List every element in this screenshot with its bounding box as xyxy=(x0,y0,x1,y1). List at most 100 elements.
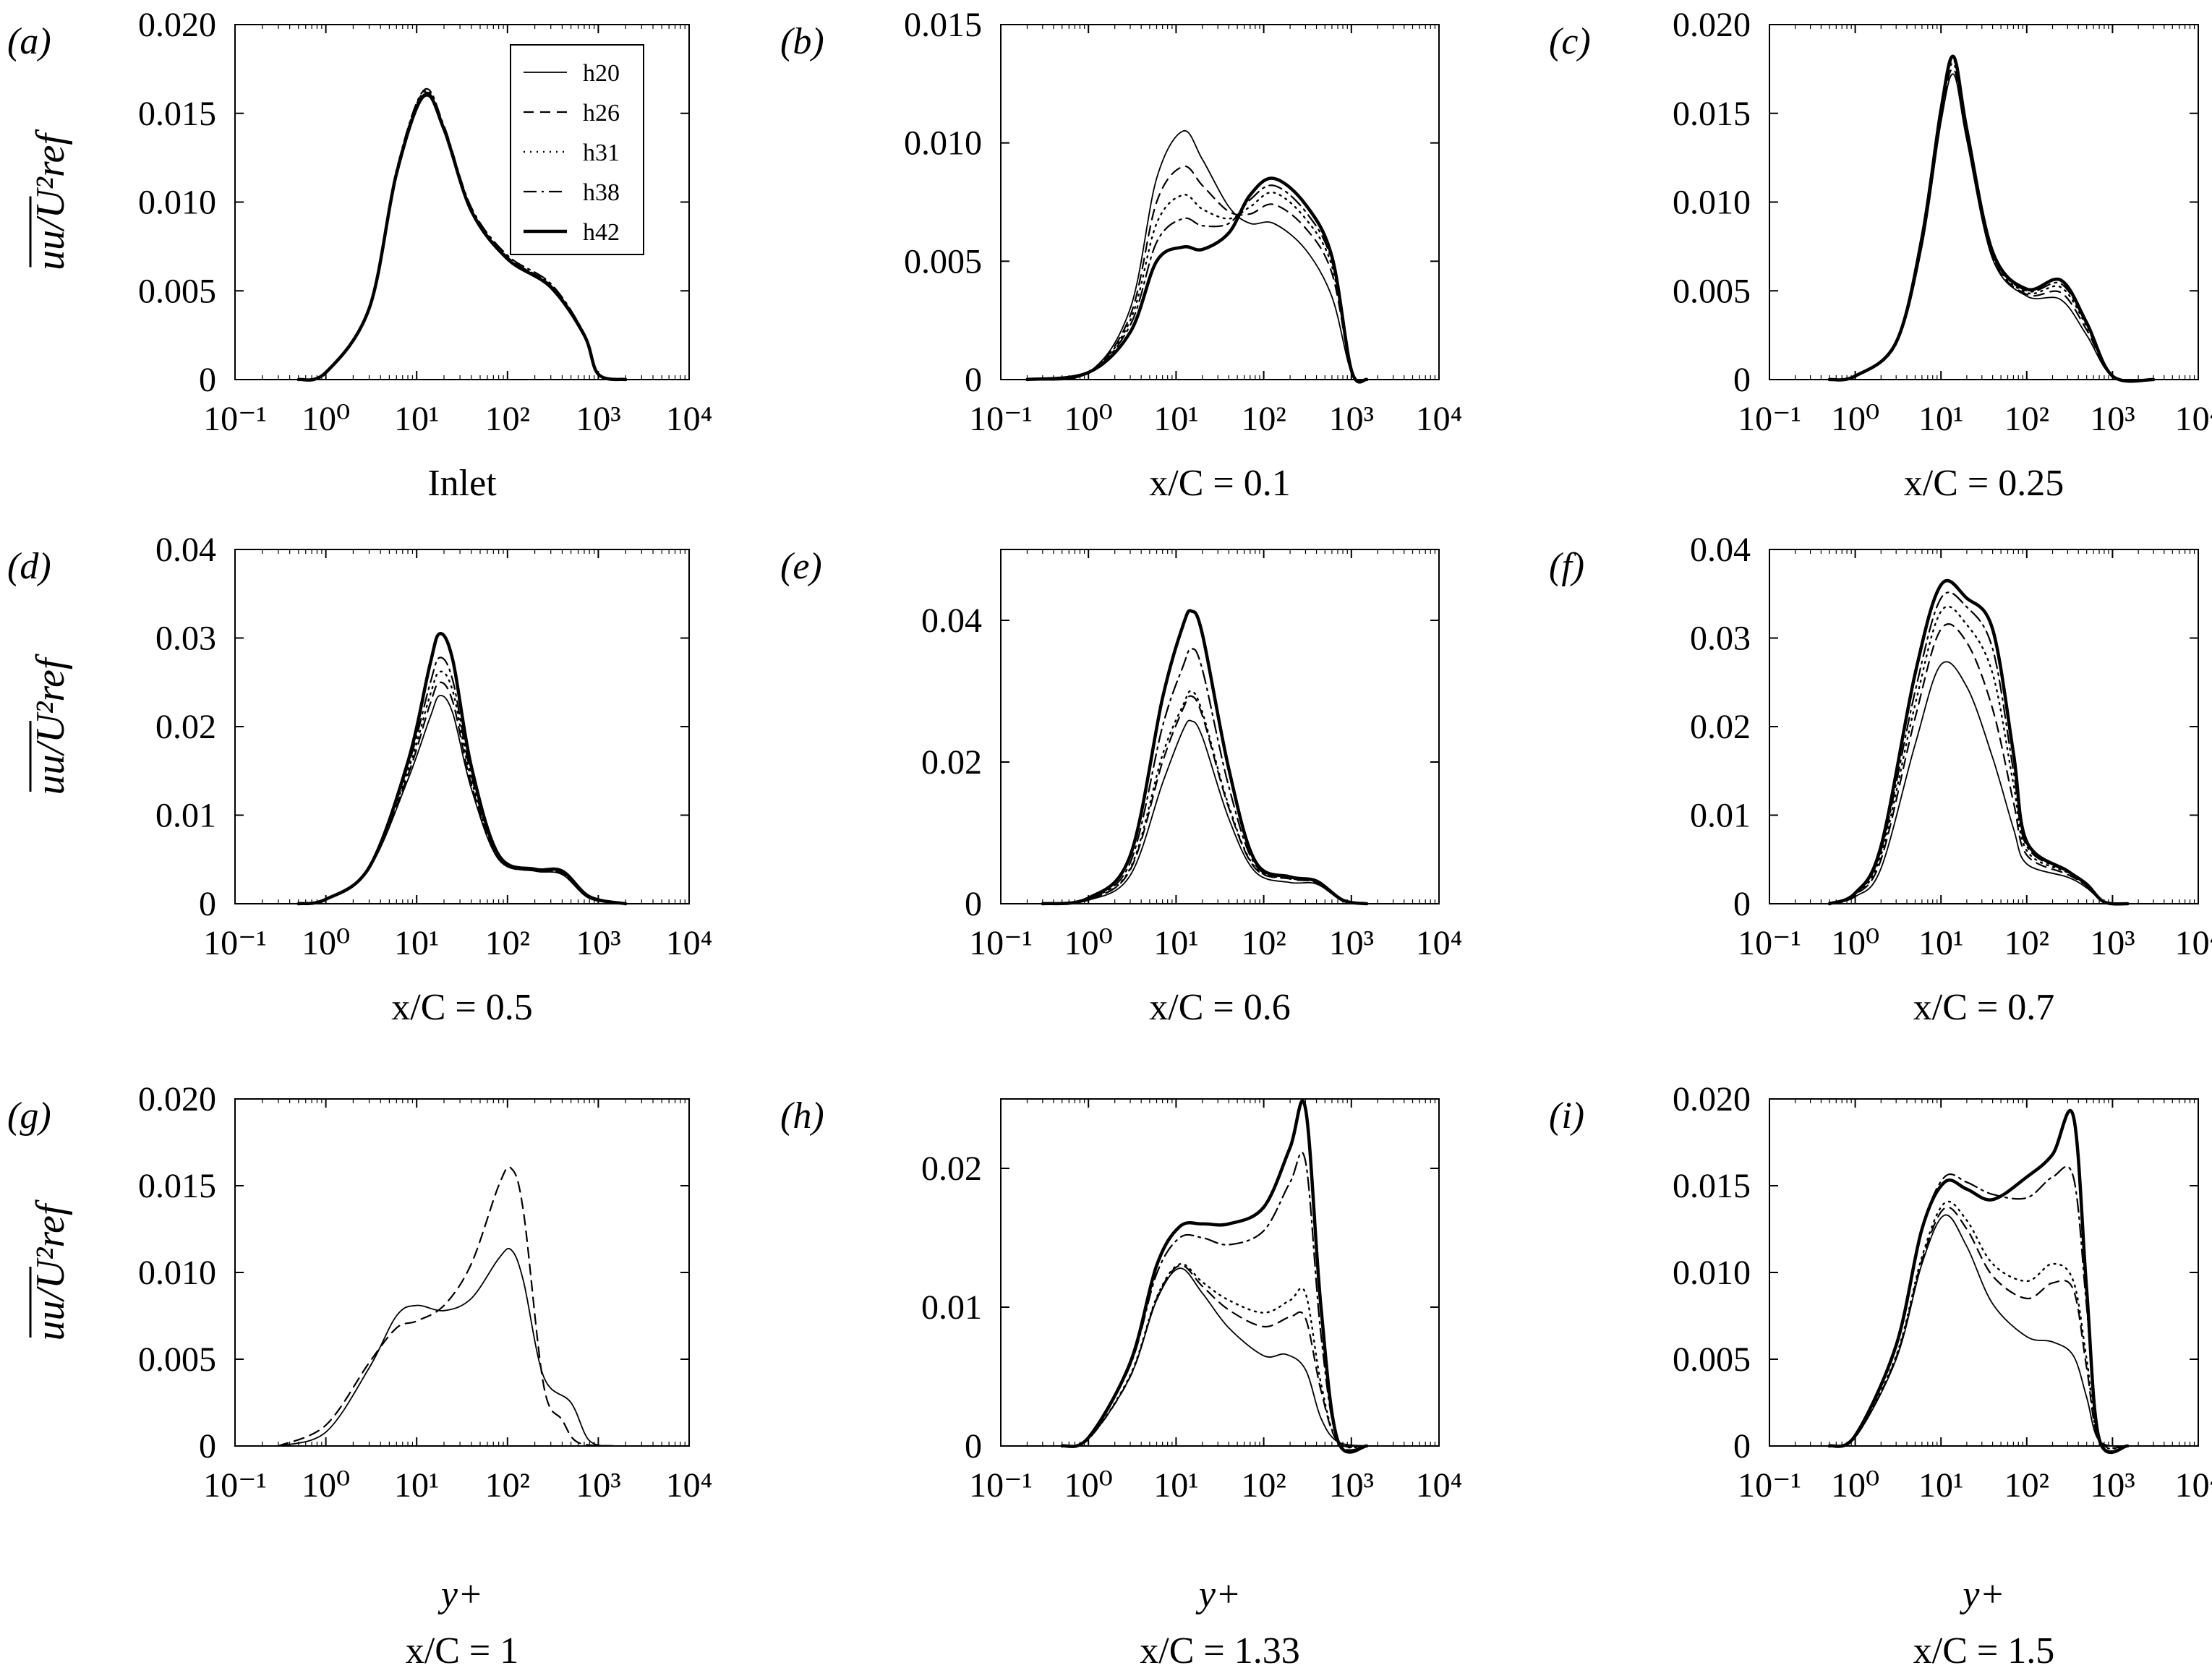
y-tick-label: 0.04 xyxy=(155,531,216,569)
series-h42 xyxy=(1041,609,1369,906)
x-tick-label: 10⁻¹ xyxy=(1738,1466,1801,1505)
y-tick-label: 0.02 xyxy=(1690,708,1751,746)
y-tick-label: 0.015 xyxy=(138,95,216,133)
panels: 10⁻¹ 10⁰ 10¹ 10² 10³ 10⁴0.0200.0150.0100.0050… xyxy=(7,6,2212,1672)
series-h38 xyxy=(1828,591,2129,905)
x-axis-label: y+ xyxy=(1195,1574,1241,1615)
panel-caption: x/C = 1 xyxy=(406,1630,518,1672)
x-tick-label: 10⁻¹ xyxy=(1738,400,1801,438)
y-tick-label: 0.02 xyxy=(921,743,982,782)
series-h31 xyxy=(1026,192,1368,382)
panel-caption: x/C = 0.5 xyxy=(391,987,532,1028)
panel-label: (b) xyxy=(780,21,824,62)
panel-label: (c) xyxy=(1549,21,1591,62)
legend: h20 h26 h31 h38 h42 xyxy=(510,44,644,255)
series-h38 xyxy=(297,656,627,905)
x-tick-label: 10⁴ xyxy=(1416,1466,1463,1505)
x-tick-label: 10¹ xyxy=(394,924,439,962)
x-tick-label: 10⁰ xyxy=(1831,1466,1879,1505)
x-tick-label: 10¹ xyxy=(1918,924,1963,962)
series-h26 xyxy=(1026,165,1368,382)
series-h26 xyxy=(1828,1206,2129,1449)
series-h42 xyxy=(1827,578,2130,906)
series-h26 xyxy=(1041,695,1368,905)
y-tick-label: 0.020 xyxy=(138,6,216,44)
x-tick-label: 10⁴ xyxy=(666,924,713,962)
panel-b: 10⁻¹ 10⁰ 10¹ 10² 10³ 10⁴ 0.015 0.010 0.005 0 (b) x/… xyxy=(780,6,1462,504)
series-h38 xyxy=(1041,648,1368,905)
x-tick-label: 10⁰ xyxy=(1831,400,1879,438)
x-tick-label: 10⁰ xyxy=(302,1466,350,1505)
x-tick-label: 10³ xyxy=(1329,400,1374,438)
y-axis-label: uu/U²ref xyxy=(28,129,73,270)
x-tick-label: 10³ xyxy=(2090,1466,2135,1505)
x-tick-label: 10¹ xyxy=(394,400,439,438)
plot-frame xyxy=(234,1098,690,1447)
x-tick-label: 10⁰ xyxy=(1831,924,1879,962)
series-h42 xyxy=(1025,176,1369,384)
y-tick-label: 0.02 xyxy=(155,708,216,746)
series-h31 xyxy=(1041,690,1368,905)
panel-e: 10⁻¹ 10⁰ 10¹ 10² 10³ 10⁴ 0.04 0.02 0 (e) x/C = 0.6 xyxy=(780,546,1462,1028)
y-tick-label: 0.005 xyxy=(138,272,216,310)
panel-a: 10⁻¹ 10⁰ 10¹ 10² 10³ 10⁴ 0.020 0.015 0.010 0.005 0… xyxy=(7,6,712,504)
plot-frame xyxy=(1000,1098,1440,1447)
y-tick-label: 0 xyxy=(1733,1427,1751,1466)
panel-caption: x/C = 1.5 xyxy=(1913,1630,2054,1672)
panel-caption: x/C = 0.25 xyxy=(1904,463,2064,504)
y-tick-label: 0.03 xyxy=(1690,620,1751,658)
y-tick-label: 0.020 xyxy=(1673,6,1751,44)
x-tick-label: 10³ xyxy=(1329,924,1374,962)
series-h42 xyxy=(1827,54,2156,383)
y-tick-label: 0 xyxy=(1733,361,1751,399)
x-tick-label: 10⁻¹ xyxy=(969,1466,1033,1505)
panel-label: (g) xyxy=(7,1095,51,1137)
series-h38 xyxy=(1026,184,1368,382)
series-h20 xyxy=(1829,661,2129,904)
x-tick-label: 10³ xyxy=(1329,1466,1374,1505)
x-tick-label: 10² xyxy=(1241,924,1286,962)
y-tick-label: 0.005 xyxy=(904,242,982,281)
plot-frame xyxy=(1000,24,1440,380)
x-tick-label: 10¹ xyxy=(1153,400,1198,438)
panel-g: 10⁻¹ 10⁰ 10¹ 10² 10³ 10⁴ 0.020 0.015 0.010 0.005 0… xyxy=(7,1080,712,1672)
plot-frame xyxy=(1000,549,1440,904)
x-tick-label: 10⁻¹ xyxy=(203,1466,267,1505)
x-tick-label: 10⁰ xyxy=(1064,1466,1113,1505)
x-tick-label: 10⁻¹ xyxy=(969,400,1033,438)
y-tick-label: 0.010 xyxy=(1673,184,1751,222)
panel-d: 10⁻¹ 10⁰ 10¹ 10² 10³ 10⁴ 0.04 0.03 0.02 0.01 0 (d) x… xyxy=(7,531,712,1028)
y-tick-label: 0.010 xyxy=(138,184,216,222)
panel-caption: x/C = 0.1 xyxy=(1149,463,1290,504)
series-h31 xyxy=(1828,1200,2129,1450)
x-tick-label: 10³ xyxy=(576,924,620,962)
plot-frame xyxy=(1769,1098,2199,1447)
panel-label: (d) xyxy=(7,546,51,587)
x-tick-label: 10⁰ xyxy=(302,924,350,962)
series-h26 xyxy=(1828,623,2129,905)
y-tick-label: 0.04 xyxy=(921,602,982,640)
x-tick-label: 10² xyxy=(2004,400,2049,438)
panel-label: (e) xyxy=(780,546,822,587)
x-tick-label: 10⁴ xyxy=(2175,924,2212,962)
y-tick-label: 0 xyxy=(199,1427,216,1466)
series-h26 xyxy=(1828,68,2155,382)
series-h42 xyxy=(1060,1099,1369,1454)
series-h31 xyxy=(1061,1263,1368,1449)
x-tick-label: 10⁻¹ xyxy=(969,924,1033,962)
series-h20 xyxy=(278,1248,615,1447)
x-tick-label: 10³ xyxy=(2090,400,2135,438)
y-tick-label: 0.005 xyxy=(1673,272,1751,310)
legend-label-h42: h42 xyxy=(583,219,620,246)
panel-caption: x/C = 0.6 xyxy=(1149,987,1290,1028)
x-tick-label: 10¹ xyxy=(1153,1466,1198,1505)
y-tick-label: 0.010 xyxy=(138,1254,216,1292)
y-tick-label: 0.015 xyxy=(904,6,982,44)
panel-label: (a) xyxy=(7,21,51,62)
y-tick-label: 0.03 xyxy=(155,620,216,658)
y-tick-label: 0.010 xyxy=(904,124,982,163)
legend-label-h38: h38 xyxy=(583,179,620,206)
legend-label-h26: h26 xyxy=(583,100,620,127)
y-tick-label: 0 xyxy=(199,361,216,399)
